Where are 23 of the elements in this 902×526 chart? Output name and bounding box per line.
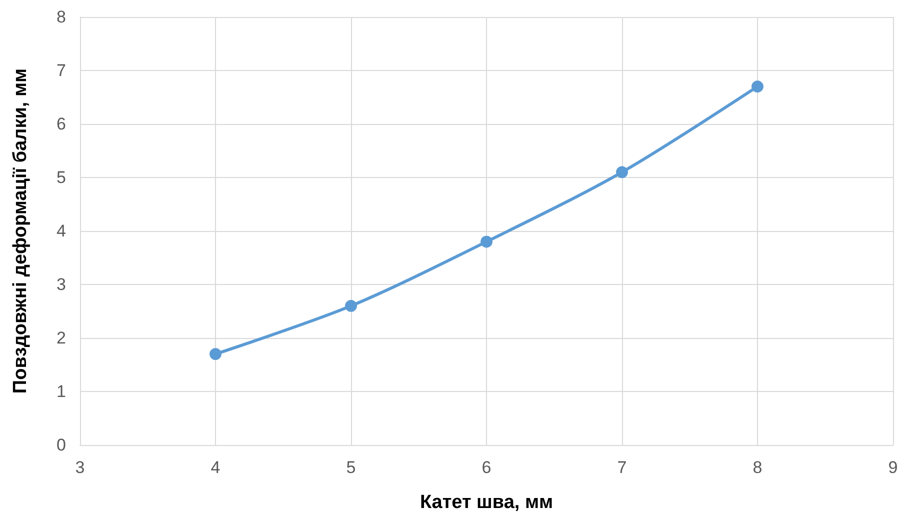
- y-tick-label: 6: [56, 114, 66, 134]
- point: [616, 166, 628, 178]
- point: [752, 80, 764, 93]
- x-tick-label: 4: [210, 458, 220, 477]
- y-tick-label: 4: [56, 222, 66, 240]
- point: [345, 300, 357, 312]
- y-axis-title: Повздовжні деформації балки, мм: [10, 68, 31, 394]
- x-tick-label: 6: [482, 458, 492, 477]
- y-tick-label: 8: [56, 8, 66, 26]
- x-tick-label: 9: [888, 458, 898, 477]
- y-tick-label: 2: [56, 328, 66, 348]
- y-tick-label: 3: [56, 275, 66, 294]
- point: [480, 236, 492, 248]
- y-tick-label: 0: [56, 436, 66, 454]
- x-tick-label: 5: [346, 458, 356, 477]
- y-tick-label: 1: [56, 382, 66, 401]
- y-tick-label: 7: [56, 61, 66, 80]
- x-axis-title: Катет шва, мм: [420, 492, 554, 513]
- y-tick-label: 5: [56, 168, 66, 187]
- x-tick-label: 7: [617, 458, 627, 477]
- point: [210, 348, 222, 360]
- x-tick-label: 3: [75, 458, 85, 477]
- x-tick-label: 8: [752, 458, 762, 477]
